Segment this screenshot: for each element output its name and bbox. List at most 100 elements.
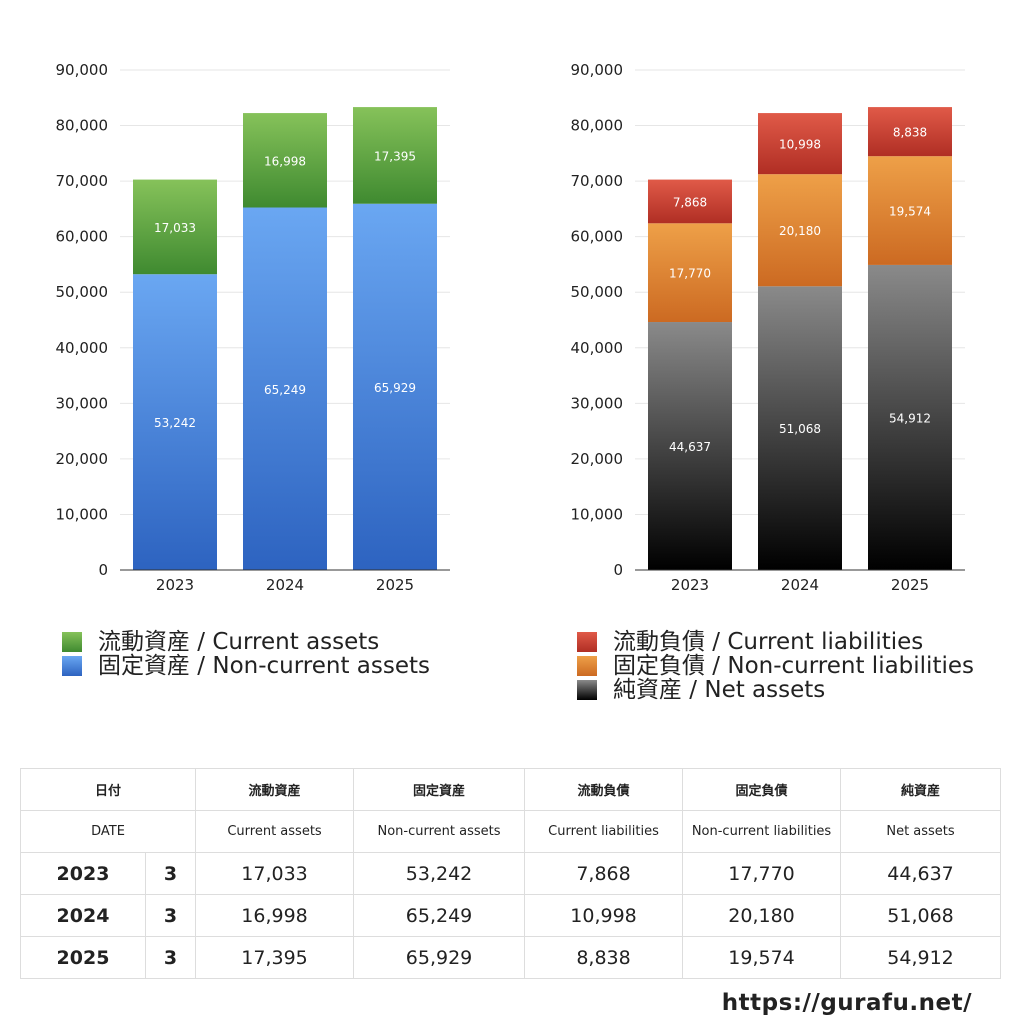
site-url[interactable]: https://gurafu.net/ [721, 990, 972, 1016]
bar-value-label: 53,242 [154, 416, 196, 430]
header-net-assets-en: Net assets [840, 810, 1002, 853]
bar-value-label: 17,770 [669, 267, 711, 281]
bar-segment [353, 107, 437, 204]
bar-segment [133, 179, 217, 275]
y-tick-label: 40,000 [571, 339, 624, 357]
legend-item-net-assets: 純資産 / Net assets [577, 678, 974, 702]
x-tick-label: 2023 [156, 576, 194, 594]
assets-chart-svg: 0 10,000 20,000 30,000 40,000 50,000 60,000 70,… [56, 61, 450, 594]
legend-label: 固定負債 / Non-current liabilities [613, 653, 974, 679]
bar-segment [868, 264, 952, 570]
cell-net-assets: 54,912 [840, 936, 1002, 979]
x-tick-label: 2024 [266, 576, 304, 594]
legend-swatch [577, 656, 597, 676]
header-current-liabilities-en: Current liabilities [524, 810, 684, 853]
legend-label: 純資産 / Net assets [613, 677, 826, 703]
header-current-assets-jp: 流動資産 [195, 768, 355, 811]
liabilities-chart: 0 10,000 20,000 30,000 40,000 50,000 60,000 70,… [515, 50, 985, 610]
bar-segment [868, 156, 952, 265]
table-row: 2025 3 17,395 65,929 8,838 19,574 54,912 [20, 936, 1002, 979]
header-date-jp: 日付 [19, 768, 197, 811]
y-tick-label: 10,000 [56, 505, 109, 523]
assets-chart: 0 10,000 20,000 30,000 40,000 50,000 60,000 70,… [0, 50, 470, 610]
bar-segment [243, 113, 327, 208]
bar-segment [648, 223, 732, 323]
y-tick-label: 40,000 [56, 339, 109, 357]
bar-segment [648, 322, 732, 570]
header-non-current-assets-jp: 固定資産 [353, 768, 526, 811]
liabilities-legend: 流動負債 / Current liabilities 固定負債 / Non-cu… [577, 630, 974, 702]
legend-item-current-liabilities: 流動負債 / Current liabilities [577, 630, 974, 654]
bar-value-label: 17,033 [154, 221, 196, 235]
bar-value-label: 65,249 [264, 383, 306, 397]
row-month: 3 [144, 894, 197, 937]
y-tick-label: 70,000 [571, 172, 624, 190]
x-tick-label: 2025 [891, 576, 929, 594]
table-header-row-jp: 日付 流動資産 固定資産 流動負債 固定負債 純資産 [19, 768, 1002, 811]
y-tick-label: 70,000 [56, 172, 109, 190]
y-tick-label: 50,000 [56, 283, 109, 301]
row-year: 2023 [20, 852, 146, 895]
bar-value-label: 65,929 [374, 381, 416, 395]
y-tick-label: 0 [98, 561, 108, 579]
y-tick-label: 30,000 [571, 394, 624, 412]
y-tick-label: 50,000 [571, 283, 624, 301]
cell-net-assets: 44,637 [840, 852, 1002, 895]
bar-value-label: 16,998 [264, 154, 306, 168]
cell-current-assets: 17,033 [195, 852, 355, 895]
legend-label: 流動負債 / Current liabilities [613, 629, 924, 655]
table-row: 2024 3 16,998 65,249 10,998 20,180 51,06… [20, 894, 1002, 937]
bar-segment [758, 174, 842, 287]
cell-non-current-assets: 65,929 [353, 936, 526, 979]
y-tick-label: 80,000 [571, 117, 624, 135]
x-tick-label: 2023 [671, 576, 709, 594]
bar-segment [758, 286, 842, 570]
x-tick-label: 2025 [376, 576, 414, 594]
cell-non-current-assets: 53,242 [353, 852, 526, 895]
bar-value-label: 54,912 [889, 411, 931, 425]
cell-non-current-assets: 65,249 [353, 894, 526, 937]
assets-legend: 流動資産 / Current assets 固定資産 / Non-current… [62, 630, 430, 678]
y-tick-label: 20,000 [571, 450, 624, 468]
y-tick-label: 60,000 [56, 228, 109, 246]
cell-current-liabilities: 7,868 [524, 852, 684, 895]
row-year: 2025 [20, 936, 146, 979]
cell-current-assets: 16,998 [195, 894, 355, 937]
legend-label: 固定資産 / Non-current assets [98, 653, 431, 679]
header-date-en: DATE [19, 810, 197, 853]
bar-segment [243, 207, 327, 570]
bar-value-label: 51,068 [779, 422, 821, 436]
legend-item-non-current-assets: 固定資産 / Non-current assets [62, 654, 430, 678]
cell-non-current-liabilities: 17,770 [682, 852, 842, 895]
cell-net-assets: 51,068 [840, 894, 1002, 937]
cell-current-liabilities: 10,998 [524, 894, 684, 937]
bar-value-label: 17,395 [374, 149, 416, 163]
bar-segment [758, 113, 842, 175]
table-row: 2023 3 17,033 53,242 7,868 17,770 44,637 [20, 852, 1002, 895]
table-header-row-en: DATE Current assets Non-current assets C… [19, 810, 1002, 853]
header-current-assets-en: Current assets [195, 810, 355, 853]
y-tick-label: 10,000 [571, 505, 624, 523]
y-tick-label: 60,000 [571, 228, 624, 246]
legend-swatch [62, 656, 82, 676]
liabilities-chart-svg: 0 10,000 20,000 30,000 40,000 50,000 60,000 70,… [571, 61, 965, 594]
y-tick-label: 0 [613, 561, 623, 579]
legend-swatch [577, 632, 597, 652]
bar-segment [648, 179, 732, 224]
bar-value-label: 20,180 [779, 224, 821, 238]
header-non-current-assets-en: Non-current assets [353, 810, 526, 853]
y-tick-label: 90,000 [571, 61, 624, 79]
cell-non-current-liabilities: 19,574 [682, 936, 842, 979]
cell-non-current-liabilities: 20,180 [682, 894, 842, 937]
bar-value-label: 8,838 [893, 126, 927, 140]
row-month: 3 [144, 852, 197, 895]
legend-item-current-assets: 流動資産 / Current assets [62, 630, 430, 654]
y-tick-label: 90,000 [56, 61, 109, 79]
y-tick-label: 80,000 [56, 117, 109, 135]
bar-segment [868, 107, 952, 157]
row-month: 3 [144, 936, 197, 979]
cell-current-liabilities: 8,838 [524, 936, 684, 979]
header-current-liabilities-jp: 流動負債 [524, 768, 684, 811]
bar-segment [133, 274, 217, 570]
legend-swatch [62, 632, 82, 652]
